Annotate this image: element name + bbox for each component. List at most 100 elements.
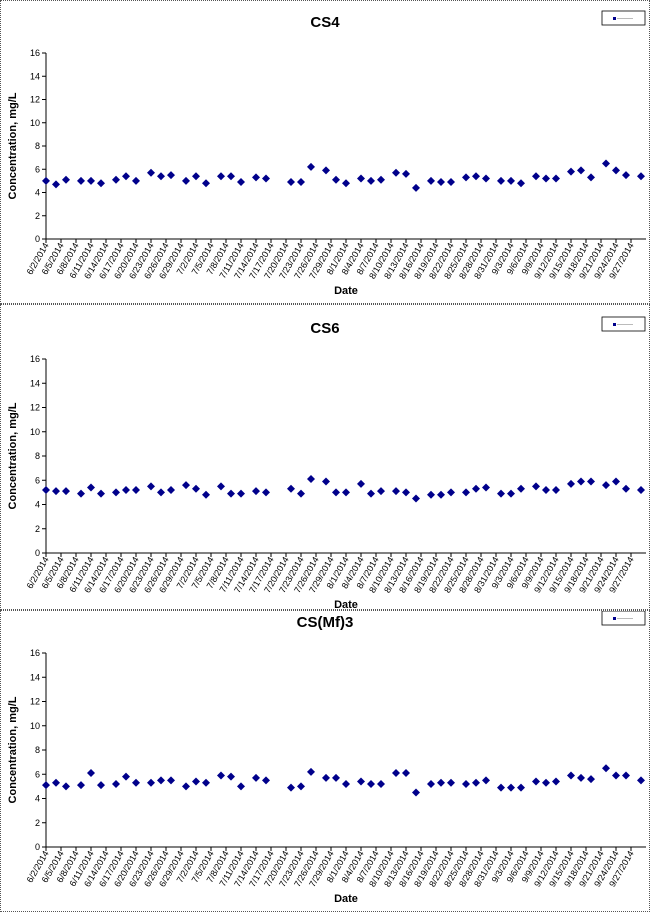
data-point bbox=[157, 776, 165, 785]
y-tick-label: 10 bbox=[30, 118, 40, 128]
data-point bbox=[202, 490, 210, 499]
data-point bbox=[332, 488, 340, 497]
data-point bbox=[87, 483, 95, 492]
data-point bbox=[567, 771, 575, 780]
data-point bbox=[402, 769, 410, 778]
y-tick-label: 0 bbox=[35, 234, 40, 244]
data-point bbox=[182, 782, 190, 791]
data-point bbox=[217, 172, 225, 181]
y-tick-label: 6 bbox=[35, 769, 40, 779]
data-point bbox=[332, 175, 340, 184]
data-point bbox=[62, 487, 70, 496]
data-point bbox=[237, 489, 245, 498]
data-point bbox=[622, 171, 630, 180]
data-point bbox=[342, 488, 350, 497]
data-point bbox=[427, 176, 435, 185]
data-point bbox=[157, 172, 165, 181]
data-point bbox=[392, 168, 400, 177]
y-tick-label: 6 bbox=[35, 164, 40, 174]
data-point bbox=[437, 778, 445, 787]
data-point bbox=[427, 490, 435, 499]
data-point bbox=[202, 778, 210, 787]
data-point bbox=[472, 778, 480, 787]
data-point bbox=[297, 489, 305, 498]
data-point bbox=[577, 773, 585, 782]
y-tick-label: 2 bbox=[35, 211, 40, 221]
data-point bbox=[307, 162, 315, 171]
data-point bbox=[202, 179, 210, 188]
data-point bbox=[167, 776, 175, 785]
data-point bbox=[542, 174, 550, 183]
data-point bbox=[252, 173, 260, 182]
y-tick-label: 0 bbox=[35, 842, 40, 852]
data-point bbox=[552, 485, 560, 494]
data-point bbox=[637, 776, 645, 785]
data-point bbox=[307, 475, 315, 484]
data-point bbox=[377, 175, 385, 184]
data-point bbox=[542, 485, 550, 494]
data-point bbox=[307, 767, 315, 776]
data-point bbox=[602, 159, 610, 168]
y-axis-label: Concentration, mg/L bbox=[7, 696, 19, 803]
data-point bbox=[252, 773, 260, 782]
data-point bbox=[412, 494, 420, 503]
data-point bbox=[552, 174, 560, 183]
data-point bbox=[227, 489, 235, 498]
data-point bbox=[192, 172, 200, 181]
y-tick-label: 0 bbox=[35, 548, 40, 558]
y-tick-label: 14 bbox=[30, 71, 40, 81]
data-point bbox=[157, 488, 165, 497]
data-point bbox=[412, 788, 420, 797]
data-point bbox=[87, 176, 95, 185]
data-point bbox=[507, 176, 515, 185]
chart-title: CS6 bbox=[310, 320, 339, 337]
data-point bbox=[462, 779, 470, 788]
data-point bbox=[637, 172, 645, 181]
data-point bbox=[227, 172, 235, 181]
y-tick-label: 2 bbox=[35, 524, 40, 534]
data-point bbox=[322, 477, 330, 486]
data-point bbox=[437, 490, 445, 499]
chart-csmf3: CS(Mf)302468101214166/2/20146/5/20146/8/… bbox=[7, 611, 646, 905]
data-point bbox=[462, 488, 470, 497]
y-tick-label: 16 bbox=[30, 648, 40, 658]
data-point bbox=[482, 776, 490, 785]
data-point bbox=[322, 773, 330, 782]
data-point bbox=[62, 782, 70, 791]
data-point bbox=[507, 489, 515, 498]
x-axis-label: Date bbox=[334, 893, 358, 905]
data-point bbox=[402, 169, 410, 178]
y-tick-label: 8 bbox=[35, 451, 40, 461]
data-point bbox=[112, 175, 120, 184]
data-point bbox=[287, 178, 295, 187]
data-point bbox=[132, 485, 140, 494]
data-point bbox=[182, 481, 190, 490]
data-point bbox=[517, 783, 525, 792]
data-point bbox=[217, 771, 225, 780]
legend-marker bbox=[613, 17, 616, 20]
data-point bbox=[122, 172, 130, 181]
data-point bbox=[587, 477, 595, 486]
data-point bbox=[77, 781, 85, 790]
data-point bbox=[192, 484, 200, 493]
data-point bbox=[132, 176, 140, 185]
data-point bbox=[52, 487, 60, 496]
data-point bbox=[112, 779, 120, 788]
y-tick-label: 12 bbox=[30, 697, 40, 707]
data-point bbox=[52, 180, 60, 189]
data-point bbox=[287, 783, 295, 792]
data-point bbox=[322, 166, 330, 175]
data-point bbox=[262, 776, 270, 785]
legend-marker bbox=[613, 323, 616, 326]
chart-cs4: CS402468101214166/2/20146/5/20146/8/2014… bbox=[7, 10, 646, 297]
data-point bbox=[77, 176, 85, 185]
x-axis-label: Date bbox=[334, 599, 358, 609]
data-point bbox=[62, 175, 70, 184]
data-point bbox=[612, 771, 620, 780]
data-point bbox=[262, 488, 270, 497]
x-axis-label: Date bbox=[334, 285, 358, 297]
data-point bbox=[147, 482, 155, 491]
data-point bbox=[542, 778, 550, 787]
y-tick-label: 14 bbox=[30, 672, 40, 682]
data-point bbox=[167, 171, 175, 180]
